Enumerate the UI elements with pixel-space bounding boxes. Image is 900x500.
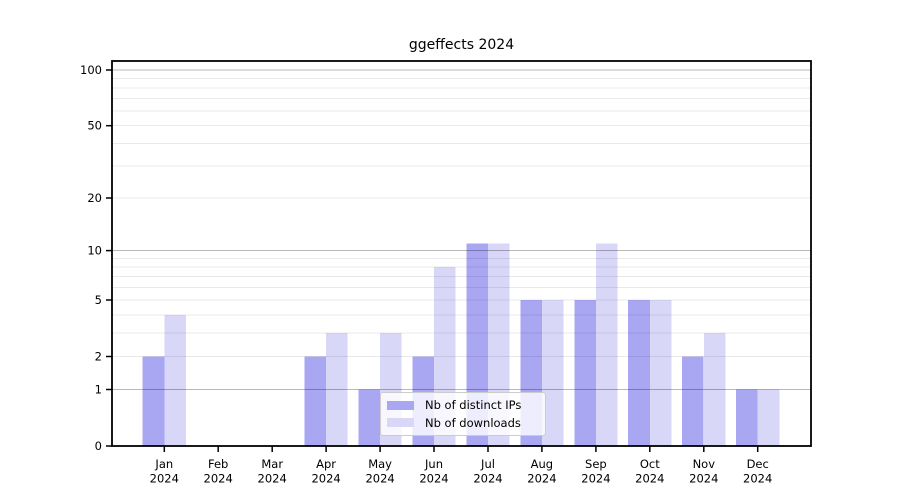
x-tick-label-year: 2024: [311, 472, 340, 486]
x-tick-label-year: 2024: [365, 472, 394, 486]
x-tick-label-month: May: [368, 457, 392, 471]
y-tick-label: 10: [87, 244, 102, 258]
legend-label-downloads: Nb of downloads: [425, 415, 521, 430]
bar-downloads-jan: [164, 314, 186, 446]
y-tick-label: 1: [95, 383, 102, 397]
y-tick-label: 20: [87, 191, 102, 205]
bar-distinct-ips-apr: [304, 356, 327, 446]
y-tick-label: 100: [80, 63, 102, 77]
x-tick-label-month: Dec: [747, 457, 769, 471]
x-tick-label-month: Aug: [531, 457, 553, 471]
chart-title: ggeffects 2024: [408, 37, 515, 53]
x-tick-label-month: Feb: [208, 457, 228, 471]
bar-distinct-ips-oct: [628, 300, 650, 446]
bar-downloads-dec: [757, 389, 780, 446]
bar-distinct-ips-jan: [142, 356, 165, 446]
x-tick-label-month: Jul: [480, 457, 495, 471]
x-tick-label-month: Jun: [424, 457, 443, 471]
x-tick-label-year: 2024: [419, 472, 448, 486]
legend-item-downloads: Nb of downloads: [387, 416, 545, 430]
bar-downloads-apr: [326, 333, 348, 446]
bar-distinct-ips-sep: [574, 300, 596, 446]
legend: Nb of distinct IPs Nb of downloads: [380, 392, 546, 436]
y-tick-label: 0: [95, 439, 102, 453]
legend-swatch-distinct-ips: [387, 400, 414, 410]
y-tick-label: 5: [95, 293, 102, 307]
x-tick-label-year: 2024: [527, 472, 556, 486]
y-tick-label: 2: [95, 350, 102, 364]
bar-downloads-nov: [703, 333, 726, 446]
x-tick-label-month: Mar: [261, 457, 283, 471]
bar-distinct-ips-dec: [736, 389, 758, 446]
x-tick-label-year: 2024: [635, 472, 664, 486]
bar-distinct-ips-may: [358, 389, 381, 446]
bar-downloads-sep: [595, 243, 618, 446]
x-tick-label-year: 2024: [689, 472, 718, 486]
x-tick-label-month: Sep: [585, 457, 607, 471]
x-tick-label-year: 2024: [258, 472, 287, 486]
x-tick-label-year: 2024: [743, 472, 772, 486]
legend-swatch-downloads: [387, 418, 414, 428]
x-tick-label-month: Nov: [693, 457, 716, 471]
bar-downloads-oct: [649, 300, 672, 446]
x-tick-label-year: 2024: [150, 472, 179, 486]
x-tick-label-month: Oct: [640, 457, 660, 471]
bar-distinct-ips-nov: [682, 356, 704, 446]
x-tick-label-month: Jan: [154, 457, 173, 471]
legend-label-distinct-ips: Nb of distinct IPs: [425, 398, 522, 413]
x-tick-label-year: 2024: [204, 472, 233, 486]
y-tick-label: 50: [87, 119, 102, 133]
legend-item-distinct-ips: Nb of distinct IPs: [387, 398, 545, 412]
bar-downloads-aug: [541, 300, 564, 446]
x-tick-label-year: 2024: [473, 472, 502, 486]
x-tick-label-month: Apr: [316, 457, 336, 471]
x-tick-label-year: 2024: [581, 472, 610, 486]
plot-frame: [111, 60, 812, 447]
